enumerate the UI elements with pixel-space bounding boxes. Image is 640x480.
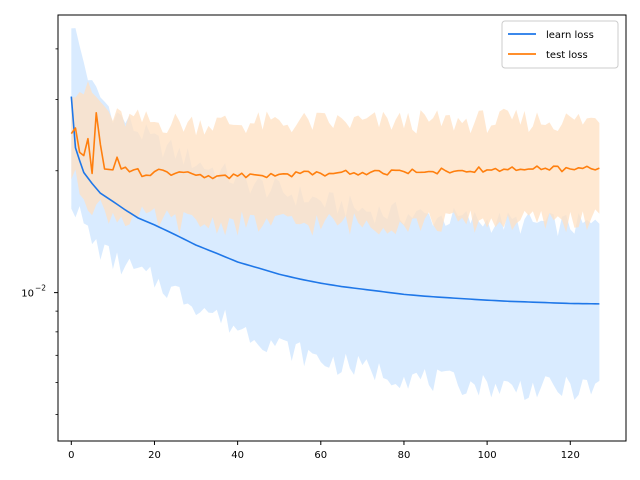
axes-border xyxy=(57,14,627,442)
learn-loss-line xyxy=(70,96,600,305)
legend: learn loss test loss xyxy=(501,20,619,69)
legend-label: learn loss xyxy=(546,30,594,41)
legend-label: test loss xyxy=(546,50,588,61)
x-axis: 0 20 40 60 80 100 120 xyxy=(68,441,580,461)
x-tick-label: 120 xyxy=(561,450,580,461)
x-tick-label: 0 xyxy=(68,450,74,461)
confidence-bands xyxy=(71,28,600,400)
y-tick-exponent: −2 xyxy=(35,284,46,293)
x-tick-label: 40 xyxy=(231,450,244,461)
y-tick-label: 10 xyxy=(21,289,34,300)
x-tick-label: 60 xyxy=(314,450,327,461)
x-tick-label: 20 xyxy=(148,450,161,461)
series-lines xyxy=(70,96,600,305)
x-tick-label: 80 xyxy=(398,450,411,461)
plot-frame xyxy=(57,14,627,442)
test-loss-line xyxy=(70,112,600,180)
test-loss-band xyxy=(71,81,600,236)
x-tick-label: 100 xyxy=(478,450,497,461)
legend-box xyxy=(501,20,619,69)
y-axis: 10−2 xyxy=(21,48,58,415)
